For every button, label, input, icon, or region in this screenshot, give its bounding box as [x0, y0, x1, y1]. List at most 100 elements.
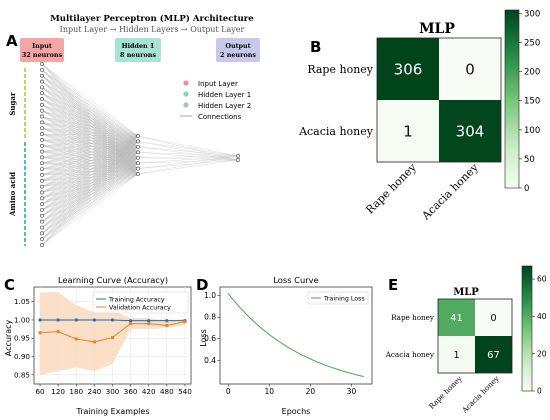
lc-xtick-label: 120 [51, 387, 65, 396]
neuron-input [40, 178, 44, 183]
cm-col-label: Rape honey [363, 160, 419, 216]
neuron-input [40, 237, 44, 242]
input-layer-name: Input [32, 42, 52, 50]
connection-line [41, 135, 139, 199]
connection-line [41, 168, 139, 211]
connection-line [41, 173, 139, 216]
connection-line [41, 168, 139, 240]
lc-legend-label: Training Accuracy [108, 296, 165, 303]
cm-cell-value: 304 [456, 122, 485, 140]
hidden-layer-count: 8 neurons [120, 51, 156, 59]
neuron-input [40, 190, 44, 195]
neuron-input [40, 62, 44, 66]
connection-line [41, 152, 139, 228]
connection-line [41, 141, 139, 170]
connection-line [41, 122, 139, 142]
connection-line [41, 173, 139, 181]
connection-line [41, 135, 139, 193]
connection-line [41, 122, 139, 147]
connection-line [41, 163, 139, 211]
connection-line [41, 157, 139, 199]
lc-point [129, 322, 133, 326]
connection-line [41, 168, 139, 187]
colorbar [504, 9, 520, 189]
neuron-input [40, 155, 44, 160]
connection-line [41, 135, 139, 234]
neuron-input [40, 167, 44, 171]
connection-line [41, 152, 139, 222]
connection-line [41, 163, 139, 222]
connection-line [41, 146, 139, 228]
connection-line [41, 128, 139, 137]
connection-line [41, 157, 139, 228]
connection-line [41, 152, 139, 211]
neuron-output [236, 158, 240, 162]
cm-cell [439, 100, 501, 162]
connection-line [41, 145, 139, 147]
connection-line [41, 173, 139, 222]
connection-line [41, 81, 139, 147]
colorbar-tick-label: 250 [524, 39, 540, 49]
connection-line [41, 168, 139, 170]
connection-line [41, 173, 139, 193]
neuron-input [40, 73, 44, 78]
connection-line [41, 146, 139, 222]
connection-line [41, 69, 139, 142]
connection-line [41, 141, 139, 240]
connection-line [41, 63, 139, 153]
connection-line [41, 135, 139, 152]
colorbar-tick-label: 60 [537, 275, 547, 284]
connection-line [41, 146, 139, 181]
loss-xtick-label: 20 [306, 387, 316, 396]
neuron-hidden [136, 139, 140, 144]
neuron-input [40, 138, 44, 142]
cm-cell [377, 100, 439, 162]
connection-line [41, 173, 139, 246]
connection-line [41, 152, 139, 216]
connection-line [41, 146, 139, 193]
connection-line [41, 157, 139, 193]
connection-line [41, 146, 139, 234]
connection-line [41, 173, 139, 228]
legend-input-marker [183, 80, 189, 86]
cm-cell [439, 38, 501, 100]
connection-line [41, 122, 139, 137]
learning-curve-chart: 60 120 180 240 300 360 420 480 540 0.85 0.90 0.95 1.… [14, 286, 192, 396]
lc-xlabel: Training Examples [76, 407, 150, 416]
connection-line [41, 163, 139, 199]
output-layer-count: 2 neurons [220, 51, 256, 59]
connection-line [137, 141, 239, 161]
lc-point [183, 320, 187, 324]
neuron-input [40, 126, 44, 131]
connection-line [41, 98, 139, 142]
connection-line [41, 146, 139, 211]
connection-line [41, 135, 139, 164]
input-layer-count: 32 neurons [22, 51, 63, 59]
legend-connections-label: Connections [198, 113, 242, 121]
neuron-input [40, 161, 44, 166]
connection-line [41, 173, 139, 187]
connection-line [41, 146, 139, 240]
cm-row-label: Rape honey [391, 313, 435, 322]
connection-line [41, 75, 139, 142]
lc-point [56, 318, 60, 322]
connection-line [41, 133, 139, 142]
loss-ytick-label: 1.0 [204, 291, 216, 300]
lc-val-band [40, 292, 185, 375]
neuron-input [40, 120, 44, 125]
connection-line [41, 168, 139, 246]
panel-e-letter: E [388, 276, 398, 294]
lc-xtick-label: 300 [106, 387, 120, 396]
cm-cell [377, 38, 439, 100]
cm-cell-value: 67 [487, 350, 500, 361]
neuron-input [40, 79, 44, 84]
loss-ytick-label: 0.6 [204, 334, 216, 343]
lc-point [38, 318, 42, 322]
connection-line [41, 141, 139, 222]
neuron-input [40, 231, 44, 236]
connection-line [41, 63, 139, 142]
cm-col-label: Acacia honey [419, 160, 482, 223]
colorbar-tick-label: 0 [524, 184, 529, 194]
connection-line [137, 135, 239, 157]
